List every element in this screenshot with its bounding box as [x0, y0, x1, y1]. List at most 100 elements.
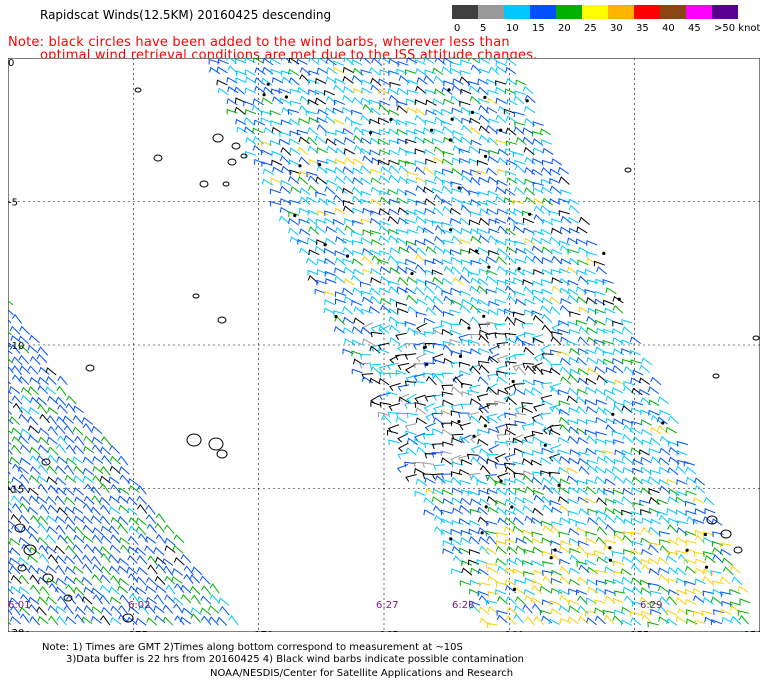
wind-barb: [252, 127, 264, 134]
wind-barb: [379, 196, 391, 205]
wind-barb: [470, 64, 482, 74]
wind-barb: [495, 60, 507, 67]
wind-barb: [406, 276, 418, 284]
wind-barb: [127, 554, 138, 565]
wind-barb: [458, 157, 471, 164]
wind-barb: [83, 495, 95, 505]
wind-barb: [360, 97, 373, 105]
wind-barb: [647, 621, 659, 628]
wind-barb: [469, 398, 482, 406]
wind-barb: [360, 290, 372, 297]
wind-barb: [370, 366, 382, 375]
wind-barb: [37, 404, 48, 415]
wind-barb: [685, 500, 697, 507]
wind-barb: [505, 140, 518, 147]
wind-barb: [468, 80, 480, 87]
wind-barb: [108, 586, 120, 595]
wind-barb: [604, 379, 616, 385]
wind-barb: [639, 364, 650, 373]
wind-barb: [550, 455, 562, 465]
wind-barb: [605, 287, 617, 295]
wind-barb: [623, 399, 635, 406]
wind-barb: [352, 96, 363, 106]
wind-barb: [136, 555, 148, 565]
wind-barb: [325, 76, 337, 84]
wind-barb: [47, 425, 59, 436]
wind-barb: [46, 476, 58, 485]
wind-barb: [452, 507, 464, 515]
wind-barb: [522, 268, 534, 275]
wind-barb: [217, 87, 229, 96]
scale-swatch: [582, 5, 608, 19]
wind-barb: [585, 447, 597, 456]
island-outline: [240, 153, 248, 159]
wind-barb: [388, 280, 400, 287]
wind-barb: [441, 528, 453, 536]
wind-barb: [488, 300, 500, 307]
time-label: 6:28: [452, 600, 474, 611]
wind-barb: [314, 89, 326, 96]
wind-barb: [91, 555, 102, 566]
wind-barb: [585, 405, 598, 414]
wind-barb: [414, 166, 426, 175]
wind-barb: [325, 138, 337, 146]
wind-barb: [433, 75, 445, 85]
wind-barb: [504, 509, 516, 515]
wind-barb: [512, 363, 525, 371]
wind-barb: [279, 155, 291, 165]
wind-barb: [369, 230, 382, 236]
wind-barb: [513, 353, 526, 360]
scale-swatch: [504, 5, 530, 19]
wind-barb: [739, 598, 751, 605]
wind-barb: [27, 554, 39, 563]
wind-barb: [136, 503, 148, 514]
wind-barb: [37, 444, 49, 454]
wind-barb: [413, 373, 426, 382]
wind-barb: [62, 415, 74, 424]
wind-barb: [414, 58, 426, 66]
wind-barb: [8, 461, 12, 465]
wind-barb: [351, 299, 363, 306]
wind-barb: [91, 495, 102, 506]
wind-barb: [342, 75, 354, 84]
wind-barb: [414, 99, 426, 105]
wind-barb: [560, 297, 572, 305]
wind-barb: [414, 286, 425, 296]
wind-barb: [244, 87, 256, 94]
contamination-marker: [458, 354, 463, 358]
wind-barb: [414, 490, 426, 497]
wind-barb: [351, 326, 363, 335]
wind-barb: [530, 517, 543, 525]
wind-barb: [641, 439, 653, 446]
wind-barb: [362, 104, 374, 113]
wind-barb: [353, 306, 365, 315]
wind-barb: [623, 477, 635, 486]
wind-barb: [119, 594, 130, 605]
wind-barb: [324, 237, 336, 246]
wind-barb: [477, 516, 489, 525]
wind-barb: [541, 246, 553, 254]
wind-barb: [459, 497, 471, 506]
wind-barb: [539, 204, 551, 214]
wind-barb: [514, 298, 527, 306]
wind-barb: [135, 517, 147, 526]
wind-barb: [388, 439, 400, 446]
wind-barb: [542, 599, 554, 606]
wind-barb: [549, 178, 561, 184]
wind-barb: [251, 104, 263, 114]
wind-barb: [413, 329, 425, 336]
wind-barb: [416, 298, 428, 306]
wind-barb: [118, 604, 129, 615]
wind-barb: [333, 84, 345, 93]
wind-barb: [630, 407, 642, 414]
wind-barb: [172, 545, 184, 554]
wind-barb: [82, 515, 93, 525]
wind-barb: [342, 258, 354, 265]
wind-barb: [27, 345, 39, 354]
wind-barb: [46, 514, 58, 524]
wind-barb: [494, 463, 507, 469]
wind-barb: [56, 455, 68, 465]
wind-barb: [603, 455, 615, 464]
wind-barb: [315, 218, 327, 225]
wind-barb: [479, 447, 491, 456]
